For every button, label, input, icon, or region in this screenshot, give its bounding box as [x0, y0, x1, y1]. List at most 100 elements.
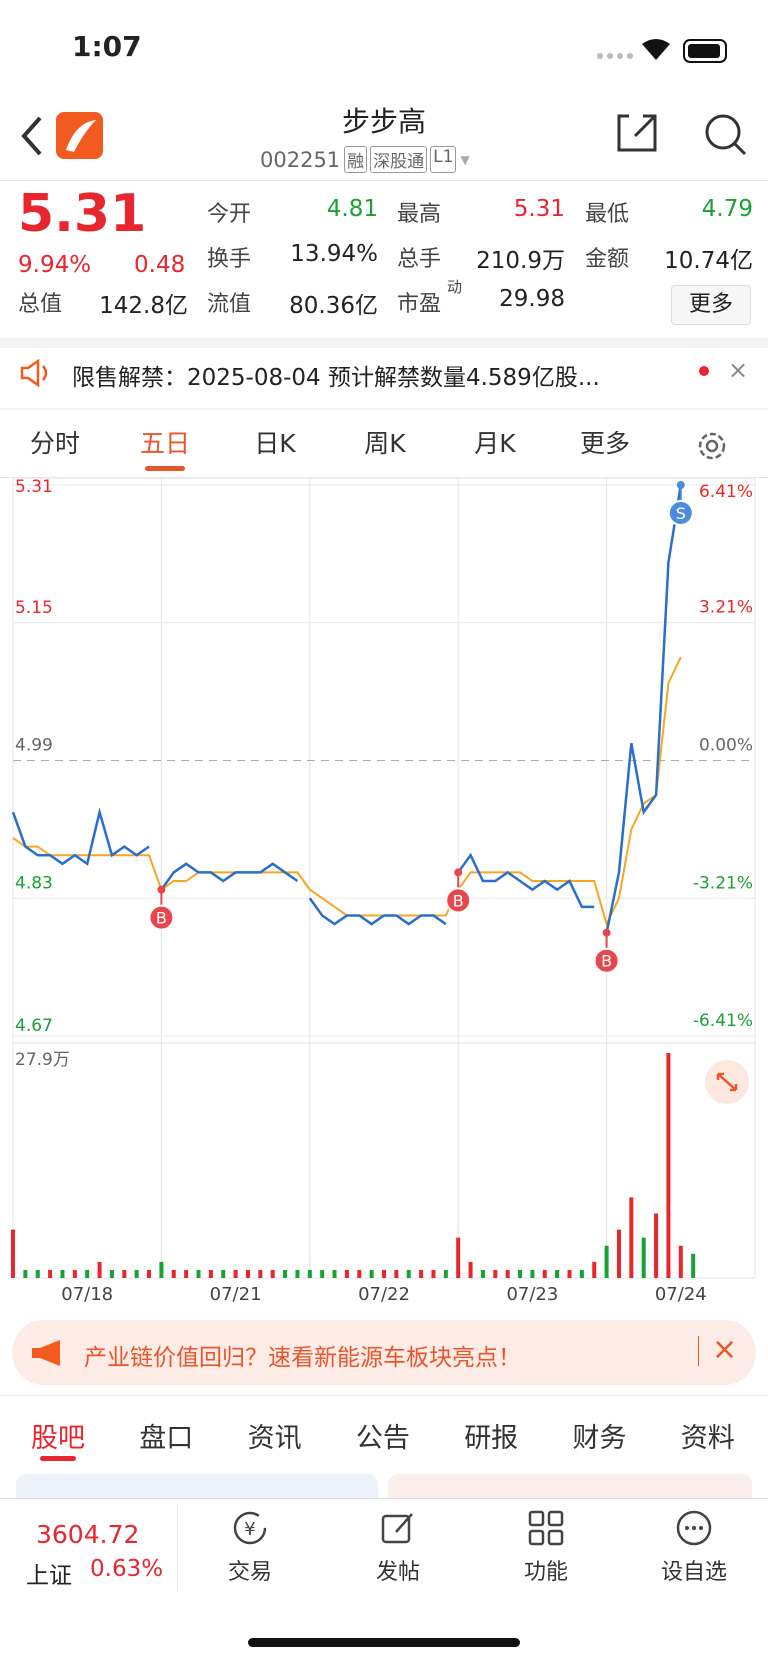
price-line: [12, 656, 682, 927]
tag: 融: [344, 146, 368, 173]
y-tick-label: 4.67: [15, 1016, 53, 1036]
y-tick-label: 5.15: [15, 598, 53, 618]
tab[interactable]: 公告: [355, 1423, 410, 1454]
field-value: 10.74亿: [664, 248, 753, 274]
field-label: 市盈: [397, 292, 442, 317]
field-label: 流值: [207, 292, 252, 317]
nav-icon[interactable]: [674, 1508, 714, 1548]
y2-tick-label: -6.41%: [693, 1011, 753, 1031]
volume-bar: [344, 1269, 349, 1278]
volume-bar: [159, 1261, 164, 1278]
volume-bar: [171, 1269, 176, 1278]
nav-icon-svg: ¥: [233, 1511, 267, 1545]
chart: 4.67 4.83 4.99 5.15 5.31 -6.41% -3.21% 0.00% 3.2…: [11, 478, 756, 1305]
status-icons: [597, 39, 727, 63]
tab[interactable]: 股吧: [31, 1423, 85, 1454]
tag: L1: [430, 146, 457, 173]
price-line: [11, 484, 683, 933]
nav-label[interactable]: 交易: [227, 1560, 272, 1585]
volume-bar: [35, 1269, 40, 1278]
spacer: [0, 408, 768, 410]
tab[interactable]: 更多: [579, 429, 630, 458]
y2-tick-label: 3.21%: [699, 598, 753, 618]
field-value: 4.81: [326, 196, 378, 222]
price: 5.31: [18, 184, 147, 244]
back-logo[interactable]: [14, 110, 114, 162]
banner-text[interactable]: 产业链价值回归？速看新能源车板块亮点！: [84, 1345, 521, 1371]
index-name: 上证: [26, 1563, 72, 1589]
volume-bar: [23, 1269, 28, 1278]
nav-label[interactable]: 发帖: [375, 1560, 420, 1585]
volume-bar: [233, 1269, 238, 1278]
tab[interactable]: 资料: [680, 1423, 735, 1454]
home-indicator: [248, 1638, 520, 1647]
trade-dot: [157, 885, 166, 894]
field-value: 29.98: [499, 286, 565, 312]
tab[interactable]: 五日: [139, 429, 190, 458]
spacer: [0, 338, 768, 348]
nav-label[interactable]: 功能: [523, 1560, 568, 1585]
volume-bar: [332, 1269, 337, 1278]
volume-bar: [406, 1269, 411, 1278]
stock-title: 步步高: [341, 105, 426, 138]
field-label: 总手: [397, 247, 442, 272]
settings-icon[interactable]: [694, 428, 730, 464]
dropdown[interactable]: ▼: [460, 152, 470, 167]
tab[interactable]: 月K: [474, 429, 516, 458]
y2-tick-label: -3.21%: [693, 873, 753, 893]
volume-bar: [518, 1269, 523, 1278]
notice[interactable]: 限售解禁：2025-08-04 预计解禁数量4.589亿股...: [72, 365, 600, 391]
more-button[interactable]: 更多: [671, 285, 751, 325]
volume-bar: [493, 1269, 498, 1278]
volume-bar: [196, 1269, 201, 1278]
banner-sep: [698, 1336, 699, 1366]
y2-tick-label: 6.41%: [699, 482, 753, 502]
trade-label: B: [156, 909, 167, 928]
tab[interactable]: 分时: [29, 429, 80, 458]
tab[interactable]: 盘口: [139, 1423, 194, 1454]
tab[interactable]: 资讯: [247, 1423, 302, 1454]
header-actions[interactable]: [615, 110, 755, 160]
x-tick-label: 07/18: [61, 1284, 113, 1305]
banner[interactable]: [12, 1320, 756, 1385]
field-label: 今开: [207, 202, 252, 227]
nav-icon-svg: [528, 1510, 564, 1546]
banner-icon: [32, 1340, 60, 1366]
y2-tick-label: 0.00%: [699, 736, 753, 756]
tab[interactable]: 周K: [364, 429, 406, 458]
notice-dot: [699, 366, 709, 376]
tag: 深股通: [370, 146, 428, 173]
status-time: 1:07: [72, 30, 142, 63]
volume-bar: [456, 1237, 461, 1278]
code-row: 002251 融深股通 L1 ▼: [260, 146, 470, 173]
nav-icon[interactable]: [526, 1508, 566, 1548]
nav-label[interactable]: 设自选: [660, 1560, 727, 1585]
field-label: 换手: [207, 247, 252, 272]
volume-bar: [60, 1269, 65, 1278]
tab[interactable]: 财务: [572, 1423, 627, 1454]
nav-icon[interactable]: [378, 1508, 418, 1548]
volume-bar: [443, 1269, 448, 1278]
volume-bar: [419, 1269, 424, 1278]
volume-bar: [320, 1269, 325, 1278]
field-value: 210.9万: [476, 248, 565, 274]
nav-icon[interactable]: ¥: [230, 1508, 270, 1548]
tab[interactable]: 日K: [254, 429, 296, 458]
trade-label: B: [453, 891, 464, 910]
volume-bar: [691, 1253, 696, 1278]
field-value: 13.94%: [290, 241, 378, 267]
trade-marker: [667, 500, 694, 526]
volume-bar: [666, 1053, 671, 1278]
banner-close[interactable]: ×: [712, 1332, 738, 1367]
field-label: 最高: [397, 202, 442, 227]
volume-bar: [505, 1269, 510, 1278]
tab[interactable]: 研报: [464, 1423, 519, 1454]
notice-close[interactable]: ×: [728, 356, 749, 384]
trade-dot: [602, 928, 611, 937]
change-pct: 9.94%: [18, 252, 92, 278]
trade-label: B: [601, 952, 612, 971]
trade-marker: [148, 904, 175, 931]
field-sup: 动: [447, 278, 463, 296]
index-value[interactable]: 3604.72: [36, 1520, 140, 1549]
volume-bar: [567, 1269, 572, 1278]
